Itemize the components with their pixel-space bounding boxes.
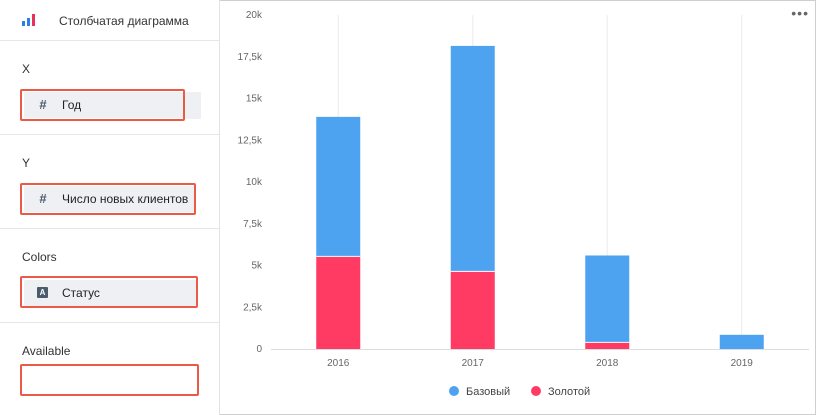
hash-icon: # — [39, 191, 47, 206]
x-tick-label: 2017 — [462, 358, 485, 369]
y-tick-label: 20k — [246, 10, 263, 21]
hash-icon: # — [39, 97, 47, 112]
legend-label: Золотой — [548, 386, 590, 398]
bar-segment — [450, 45, 495, 272]
section-x: X # Год — [0, 41, 220, 135]
x-tick-label: 2019 — [731, 358, 754, 369]
section-title-x: X — [22, 62, 31, 76]
y-tick-label: 7,5k — [243, 219, 263, 230]
section-title-colors: Colors — [22, 250, 57, 264]
chart-type-selector[interactable]: Столбчатая диаграмма — [0, 0, 220, 41]
field-pill-edge — [185, 92, 201, 119]
bar-segment — [719, 334, 764, 349]
y-tick-label: 2,5k — [243, 302, 263, 313]
bar-segment — [585, 255, 630, 343]
highlight-box-colors — [20, 276, 198, 308]
bar-segment — [450, 271, 495, 349]
section-colors: Colors A Статус — [0, 229, 220, 323]
y-tick-label: 12,5k — [238, 135, 263, 146]
chart-type-label: Столбчатая диаграмма — [59, 14, 189, 28]
bar-segment — [585, 342, 630, 349]
more-dots-icon[interactable]: ••• — [791, 5, 809, 21]
bar-chart-icon — [22, 14, 38, 26]
y-tick-label: 10k — [246, 177, 263, 188]
y-tick-label: 0 — [256, 344, 262, 355]
x-tick-label: 2016 — [327, 358, 350, 369]
field-label-status: Статус — [62, 286, 100, 300]
highlight-box-x — [20, 89, 185, 121]
chart-area: 0 2,5k 5k 7,5k 10k 12,5k 15k 17,5k 20k 2016 2017 20… — [221, 0, 815, 414]
legend-marker — [531, 386, 541, 396]
legend-marker — [449, 386, 459, 396]
y-tick-label: 5k — [251, 261, 263, 272]
x-tick-label: 2018 — [596, 358, 619, 369]
bar-segment — [316, 116, 361, 257]
section-available: Available — [0, 323, 220, 414]
field-pill-new-clients[interactable]: # Число новых клиентов — [24, 186, 196, 212]
legend-label: Базовый — [466, 386, 510, 398]
section-title-y: Y — [22, 156, 31, 170]
section-title-available: Available — [22, 344, 71, 358]
wizard-panel: Столбчатая диаграмма X # Год Y # Число н… — [0, 0, 220, 415]
text-type-icon: A — [37, 287, 48, 298]
field-label-new-clients: Число новых клиентов — [62, 192, 189, 206]
highlight-box-y — [20, 183, 196, 215]
field-pill-status[interactable]: A Статус — [24, 280, 196, 306]
stacked-bar-chart: 0 2,5k 5k 7,5k 10k 12,5k 15k 17,5k 20k 2016 2017 20… — [238, 10, 809, 398]
y-tick-label: 17,5k — [238, 52, 263, 63]
field-label-year: Год — [62, 98, 82, 112]
section-y: Y # Число новых клиентов — [0, 135, 220, 229]
highlight-box-available[interactable] — [20, 364, 199, 396]
bar-segment — [316, 256, 361, 349]
y-tick-label: 15k — [246, 94, 263, 105]
field-pill-year[interactable]: # Год — [24, 92, 196, 118]
